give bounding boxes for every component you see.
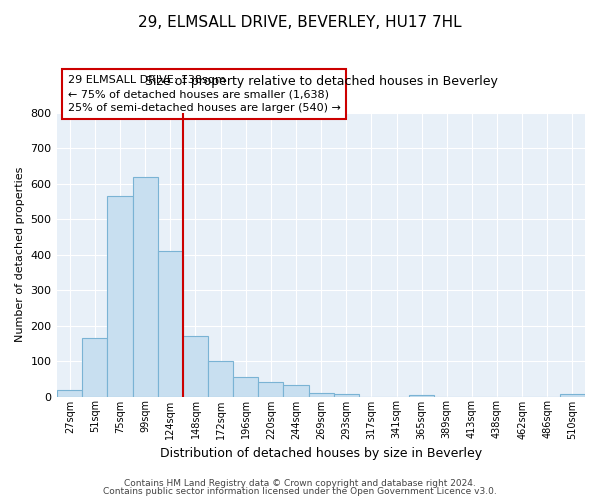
Text: Contains public sector information licensed under the Open Government Licence v3: Contains public sector information licen… bbox=[103, 487, 497, 496]
Bar bbox=[82, 338, 107, 396]
Y-axis label: Number of detached properties: Number of detached properties bbox=[15, 167, 25, 342]
Bar bbox=[283, 385, 308, 396]
X-axis label: Distribution of detached houses by size in Beverley: Distribution of detached houses by size … bbox=[160, 447, 482, 460]
Text: 29 ELMSALL DRIVE: 138sqm
← 75% of detached houses are smaller (1,638)
25% of sem: 29 ELMSALL DRIVE: 138sqm ← 75% of detach… bbox=[68, 75, 341, 113]
Bar bbox=[158, 251, 183, 396]
Bar bbox=[208, 361, 233, 396]
Bar bbox=[409, 394, 434, 396]
Text: 29, ELMSALL DRIVE, BEVERLEY, HU17 7HL: 29, ELMSALL DRIVE, BEVERLEY, HU17 7HL bbox=[138, 15, 462, 30]
Text: Contains HM Land Registry data © Crown copyright and database right 2024.: Contains HM Land Registry data © Crown c… bbox=[124, 478, 476, 488]
Bar bbox=[233, 377, 258, 396]
Bar bbox=[560, 394, 585, 396]
Bar bbox=[183, 336, 208, 396]
Bar bbox=[258, 382, 283, 396]
Bar bbox=[133, 178, 158, 396]
Title: Size of property relative to detached houses in Beverley: Size of property relative to detached ho… bbox=[145, 75, 497, 88]
Bar bbox=[57, 390, 82, 396]
Bar bbox=[308, 393, 334, 396]
Bar bbox=[334, 394, 359, 396]
Bar bbox=[107, 196, 133, 396]
